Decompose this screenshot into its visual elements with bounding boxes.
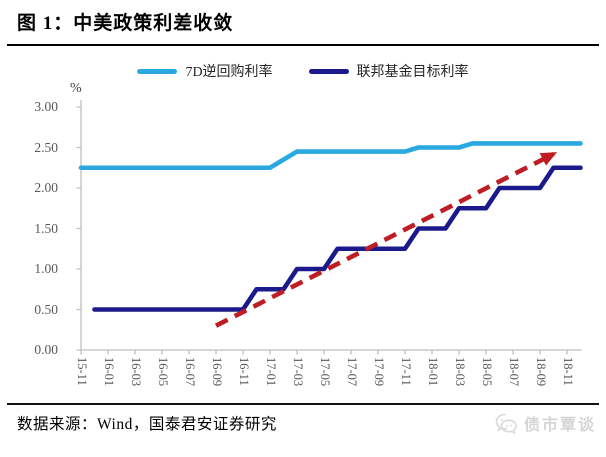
x-tick-label: 17-09 xyxy=(372,357,386,387)
y-tick-label: 1.50 xyxy=(34,220,58,236)
x-tick-label: 16-07 xyxy=(183,357,197,387)
y-axis-unit-label: % xyxy=(70,81,82,96)
x-tick-label: 17-01 xyxy=(264,357,278,387)
x-tick-label: 16-11 xyxy=(237,357,251,386)
watermark-text: 债市覃谈 xyxy=(523,417,596,434)
x-tick-label: 17-05 xyxy=(318,357,332,387)
series-line-0 xyxy=(78,141,583,171)
x-tick-label: 15-11 xyxy=(75,357,89,386)
series-line-1 xyxy=(92,165,583,312)
x-tick-label: 16-01 xyxy=(102,357,116,387)
data-source-note: 数据来源：Wind，国泰君安证券研究 xyxy=(17,416,277,433)
x-tick-label: 18-03 xyxy=(453,357,467,387)
y-tick-label: 0.50 xyxy=(34,301,58,317)
x-tick-label: 16-09 xyxy=(210,357,224,387)
title-underline xyxy=(7,44,599,46)
x-tick-label: 18-11 xyxy=(561,357,575,386)
chat-bubble-icon xyxy=(495,413,517,434)
footer-divider xyxy=(7,403,599,405)
x-tick-label: 17-07 xyxy=(345,357,359,387)
axes-lines xyxy=(80,100,582,351)
x-tick-label: 17-03 xyxy=(291,357,305,387)
legend-item-repo: 7D逆回购利率 xyxy=(137,61,273,81)
trend-arrow xyxy=(214,151,558,328)
y-tick-label: 2.50 xyxy=(34,139,58,155)
legend-label-fedfunds: 联邦基金目标利率 xyxy=(356,65,469,80)
legend-swatch-repo-line xyxy=(137,68,178,74)
x-tick-label: 18-01 xyxy=(426,357,440,387)
legend-item-fedfunds: 联邦基金目标利率 xyxy=(308,61,469,81)
x-tick-label: 17-11 xyxy=(399,357,413,386)
y-tick-label: 2.00 xyxy=(34,180,58,195)
figure-title: 图 1：中美政策利差收敛 xyxy=(17,13,234,34)
x-tick-label: 18-05 xyxy=(480,357,494,387)
y-tick-label: 1.00 xyxy=(34,261,58,276)
y-tick-label: 0.00 xyxy=(34,342,58,357)
x-tick-label: 16-05 xyxy=(156,357,170,387)
legend-label-repo: 7D逆回购利率 xyxy=(185,65,273,80)
x-tick-label: 16-03 xyxy=(129,357,143,387)
x-tick-label: 18-09 xyxy=(534,357,548,387)
x-tick-label: 18-07 xyxy=(507,357,521,387)
watermark: 债市覃谈 xyxy=(495,411,596,435)
legend-swatch-fedfunds-line xyxy=(308,68,349,74)
chart-legend: 7D逆回购利率 联邦基金目标利率 xyxy=(0,62,606,80)
y-tick-label: 3.00 xyxy=(34,99,58,114)
